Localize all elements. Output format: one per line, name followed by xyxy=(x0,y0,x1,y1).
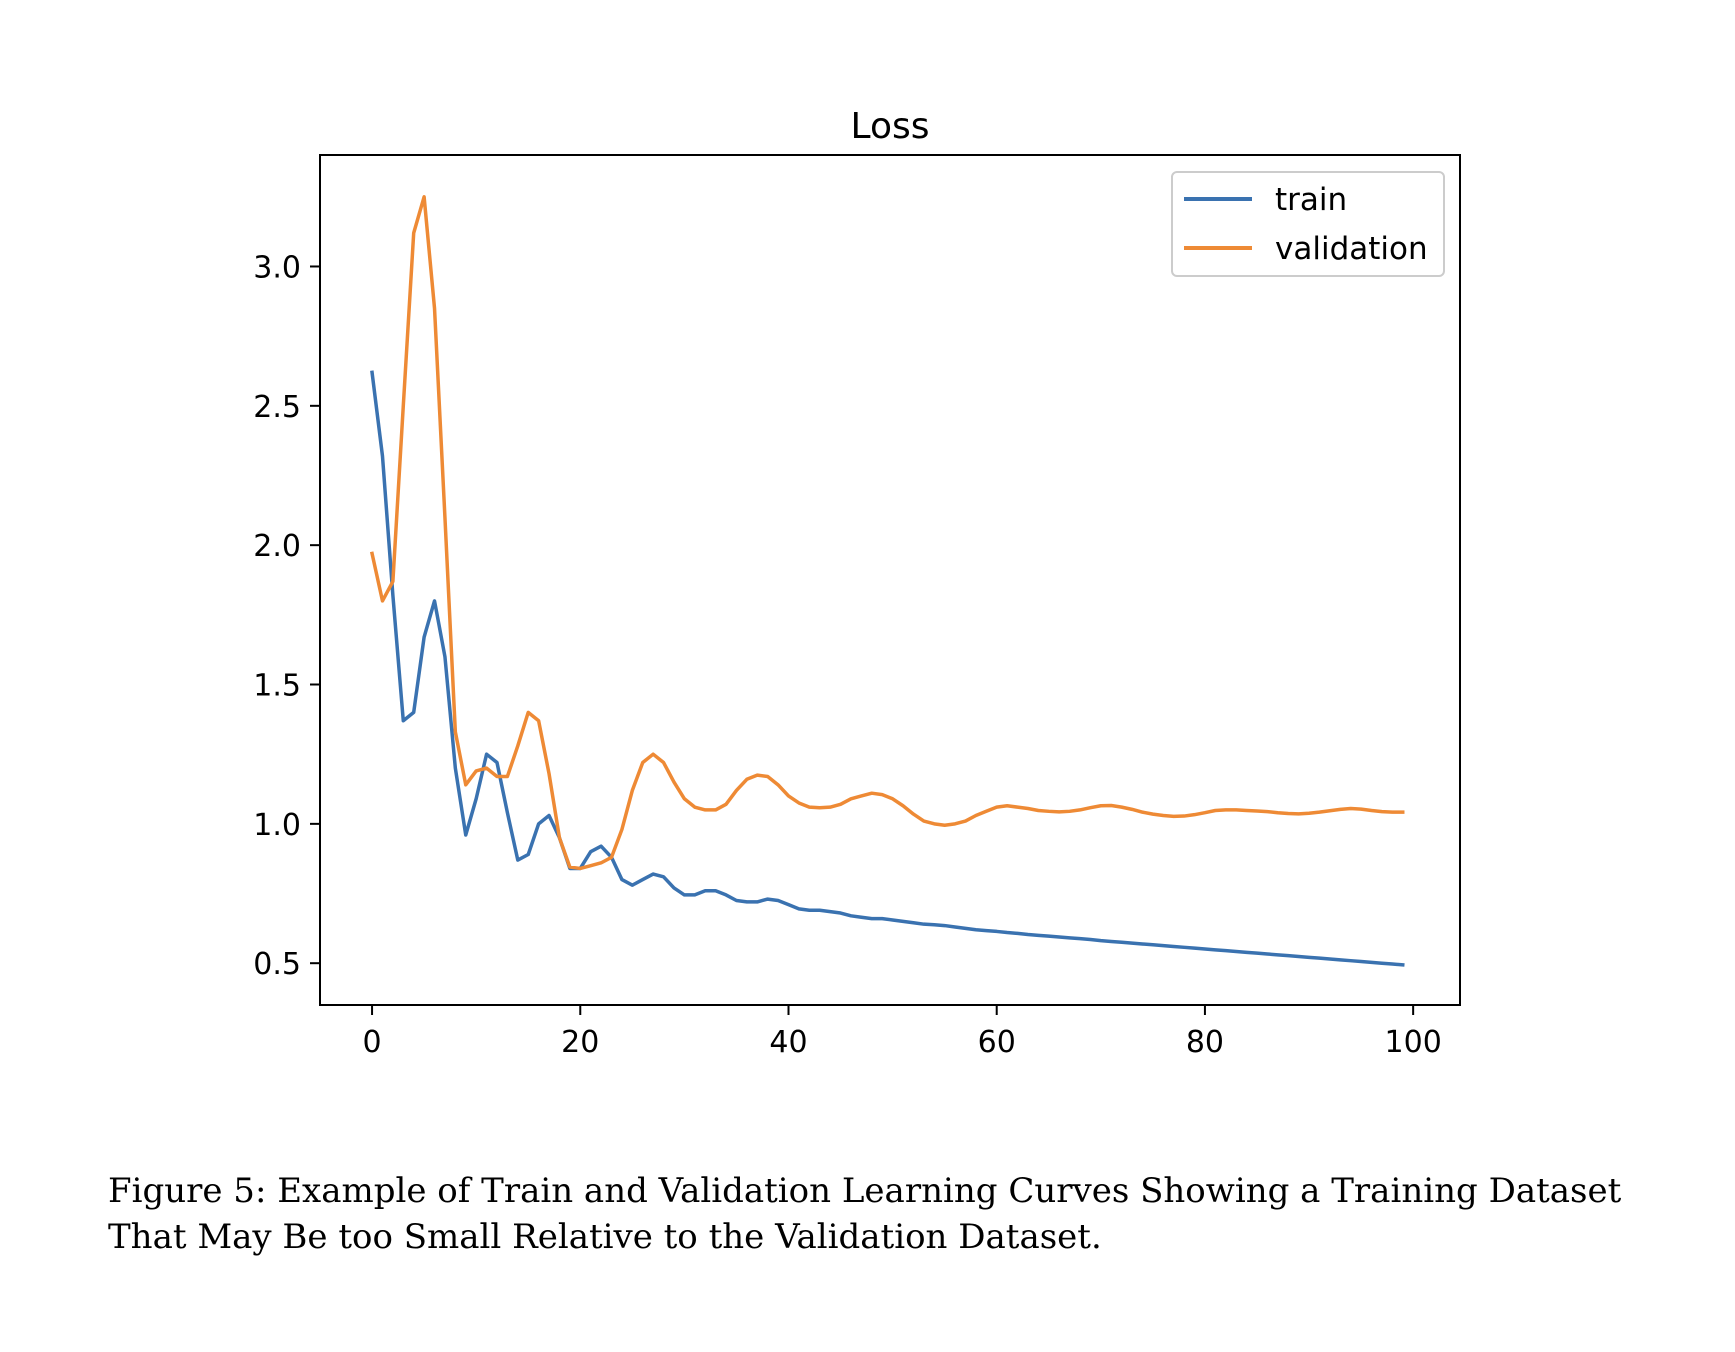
series-line-train xyxy=(370,370,1405,967)
y-tick-label: 3.0 xyxy=(253,250,301,285)
y-tick-label: 1.0 xyxy=(253,808,301,843)
legend-label-train: train xyxy=(1275,182,1347,218)
legend: train validation xyxy=(1171,171,1445,277)
x-tick-label: 20 xyxy=(561,1025,599,1060)
legend-label-validation: validation xyxy=(1275,231,1428,267)
y-tick-label: 2.5 xyxy=(253,390,301,425)
plot-frame xyxy=(319,154,1461,1006)
x-tick-label: 60 xyxy=(978,1025,1016,1060)
x-tick-label: 80 xyxy=(1186,1025,1224,1060)
series-line-validation xyxy=(369,195,1405,871)
y-tick-label: 1.5 xyxy=(253,669,301,704)
x-tick-label: 0 xyxy=(363,1025,382,1060)
chart-title: Loss xyxy=(851,106,930,147)
figure-caption: Figure 5: Example of Train and Validatio… xyxy=(108,1171,1622,1257)
chart-axes: 0 20 40 60 80 100 0.5 1.0 1.5 2.0 2.5 3.0 xyxy=(253,154,1461,1060)
y-tick-label: 0.5 xyxy=(253,947,301,982)
x-tick-label: 40 xyxy=(769,1025,807,1060)
series-lines xyxy=(369,195,1405,967)
y-tick-label: 2.0 xyxy=(253,529,301,564)
x-tick-label: 100 xyxy=(1385,1025,1442,1060)
